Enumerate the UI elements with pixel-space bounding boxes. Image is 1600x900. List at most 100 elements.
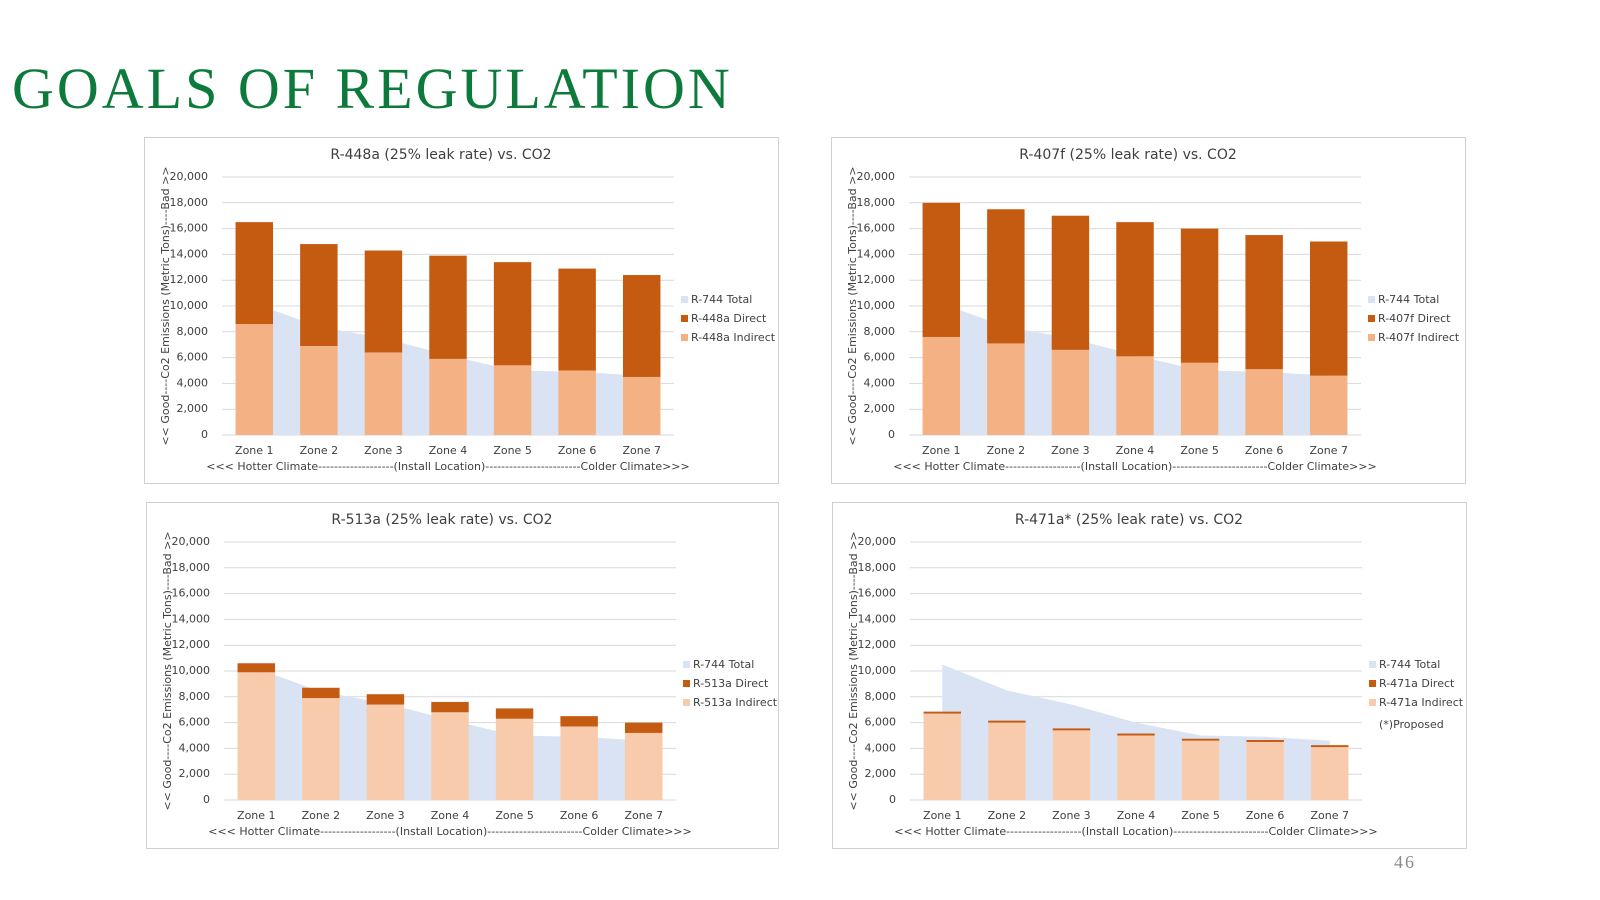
area [942,664,1330,800]
legend-label: R-448a Direct [691,312,767,325]
bar-segment [923,713,962,800]
x-tick-label: Zone 4 [1116,444,1155,457]
legend-label: R-744 Total [1378,293,1439,306]
y-tick-label: 10,000 [172,664,211,677]
x-tick-label: Zone 2 [300,444,339,457]
legend-label: R-744 Total [691,293,752,306]
y-tick-label: 18,000 [858,561,897,574]
bar-segment [988,722,1026,800]
x-tick-label: Zone 2 [988,809,1027,822]
bar-segment [923,711,962,714]
legend-label: R-471a Indirect [1379,696,1464,709]
chart-title: R-471a* (25% leak rate) vs. CO2 [1015,512,1243,528]
legend-swatch [1368,296,1375,303]
bar-segment [1309,241,1348,376]
x-tick-label: Zone 3 [1052,809,1091,822]
chart-title: R-448a (25% leak rate) vs. CO2 [330,147,551,163]
x-tick-label: Zone 6 [1246,809,1285,822]
y-tick-label: 6,000 [177,351,209,364]
x-tick-label: Zone 5 [493,444,532,457]
y-tick-label: 4,000 [864,376,896,389]
bar-segment [987,343,1025,435]
bar-segment [1309,375,1348,435]
legend-swatch [1369,699,1376,706]
x-tick-label: Zone 7 [1309,444,1348,457]
x-tick-label: Zone 4 [429,444,468,457]
legend-label: R-407f Indirect [1378,331,1460,344]
legend-label: R-407f Direct [1378,312,1451,325]
y-axis-label: << Good----Co2 Emissions (Metric Tons)--… [846,166,859,445]
bar-segment [235,222,274,325]
chart-title: R-407f (25% leak rate) vs. CO2 [1019,147,1237,163]
bar-segment [237,663,276,673]
chart-title: R-513a (25% leak rate) vs. CO2 [331,512,552,528]
bar-segment [495,718,534,800]
bar-segment [988,720,1026,723]
y-tick-label: 8,000 [179,690,211,703]
x-tick-label: Zone 5 [495,809,534,822]
y-tick-label: 4,000 [865,741,897,754]
y-tick-label: 4,000 [179,741,211,754]
bar-segment [1117,733,1155,736]
bar-segment [1246,740,1284,742]
legend-label: R-471a Direct [1379,677,1455,690]
bar-segment [493,262,532,366]
bar-segment [1246,741,1284,800]
bar-segment [987,209,1025,344]
x-tick-label: Zone 1 [922,444,961,457]
y-tick-label: 10,000 [857,299,896,312]
bar-segment [493,365,532,435]
bar-segment [1117,735,1155,800]
y-tick-label: 12,000 [857,273,896,286]
x-tick-label: Zone 7 [1310,809,1349,822]
page-number: 46 [1394,852,1416,872]
bar-segment [558,370,596,435]
legend-swatch [1368,334,1375,341]
y-tick-label: 2,000 [865,767,897,780]
legend-label: R-744 Total [1379,658,1440,671]
y-tick-label: 12,000 [858,638,897,651]
y-tick-label: 14,000 [858,612,897,625]
y-tick-label: 10,000 [170,299,209,312]
bar-segment [302,687,340,699]
legend-note: (*)Proposed [1379,718,1444,731]
legend-swatch [683,699,690,706]
y-tick-label: 2,000 [177,402,209,415]
legend-swatch [1368,315,1375,322]
bar-segment [431,712,469,800]
x-tick-label: Zone 4 [431,809,470,822]
legend-label: R-513a Indirect [693,696,778,709]
x-tick-label: Zone 6 [1245,444,1284,457]
bar-segment [622,376,661,435]
chart: R-448a (25% leak rate) vs. CO2 0 2,000 4,00… [144,137,779,484]
bar-segment [1245,369,1283,435]
bar-segment [366,704,405,800]
bar-segment [922,336,961,435]
y-tick-label: 16,000 [858,587,897,600]
x-axis-label: <<< Hotter Climate-------------------(In… [208,825,692,838]
bar-segment [624,732,663,800]
y-tick-label: 16,000 [857,222,896,235]
legend-swatch [681,334,688,341]
bar-segment [429,255,467,359]
y-tick-label: 14,000 [170,247,209,260]
bar-segment [1310,745,1349,748]
bar-segment [1310,747,1349,800]
y-tick-label: 0 [888,428,895,441]
bar-segment [1245,235,1283,370]
x-tick-label: Zone 7 [624,809,663,822]
y-axis-label: << Good----Co2 Emissions (Metric Tons)--… [159,166,172,445]
bar-segment [1116,222,1154,357]
x-tick-label: Zone 3 [366,809,405,822]
x-tick-label: Zone 5 [1180,444,1219,457]
chart: R-471a* (25% leak rate) vs. CO2 0 2,000 4,0… [832,502,1467,849]
y-tick-label: 0 [203,793,210,806]
y-tick-label: 8,000 [864,325,896,338]
legend-label: R-513a Direct [693,677,769,690]
bar-segment [495,708,534,719]
bar-segment [300,345,338,435]
y-tick-label: 14,000 [172,612,211,625]
y-tick-label: 0 [201,428,208,441]
y-tick-label: 10,000 [858,664,897,677]
